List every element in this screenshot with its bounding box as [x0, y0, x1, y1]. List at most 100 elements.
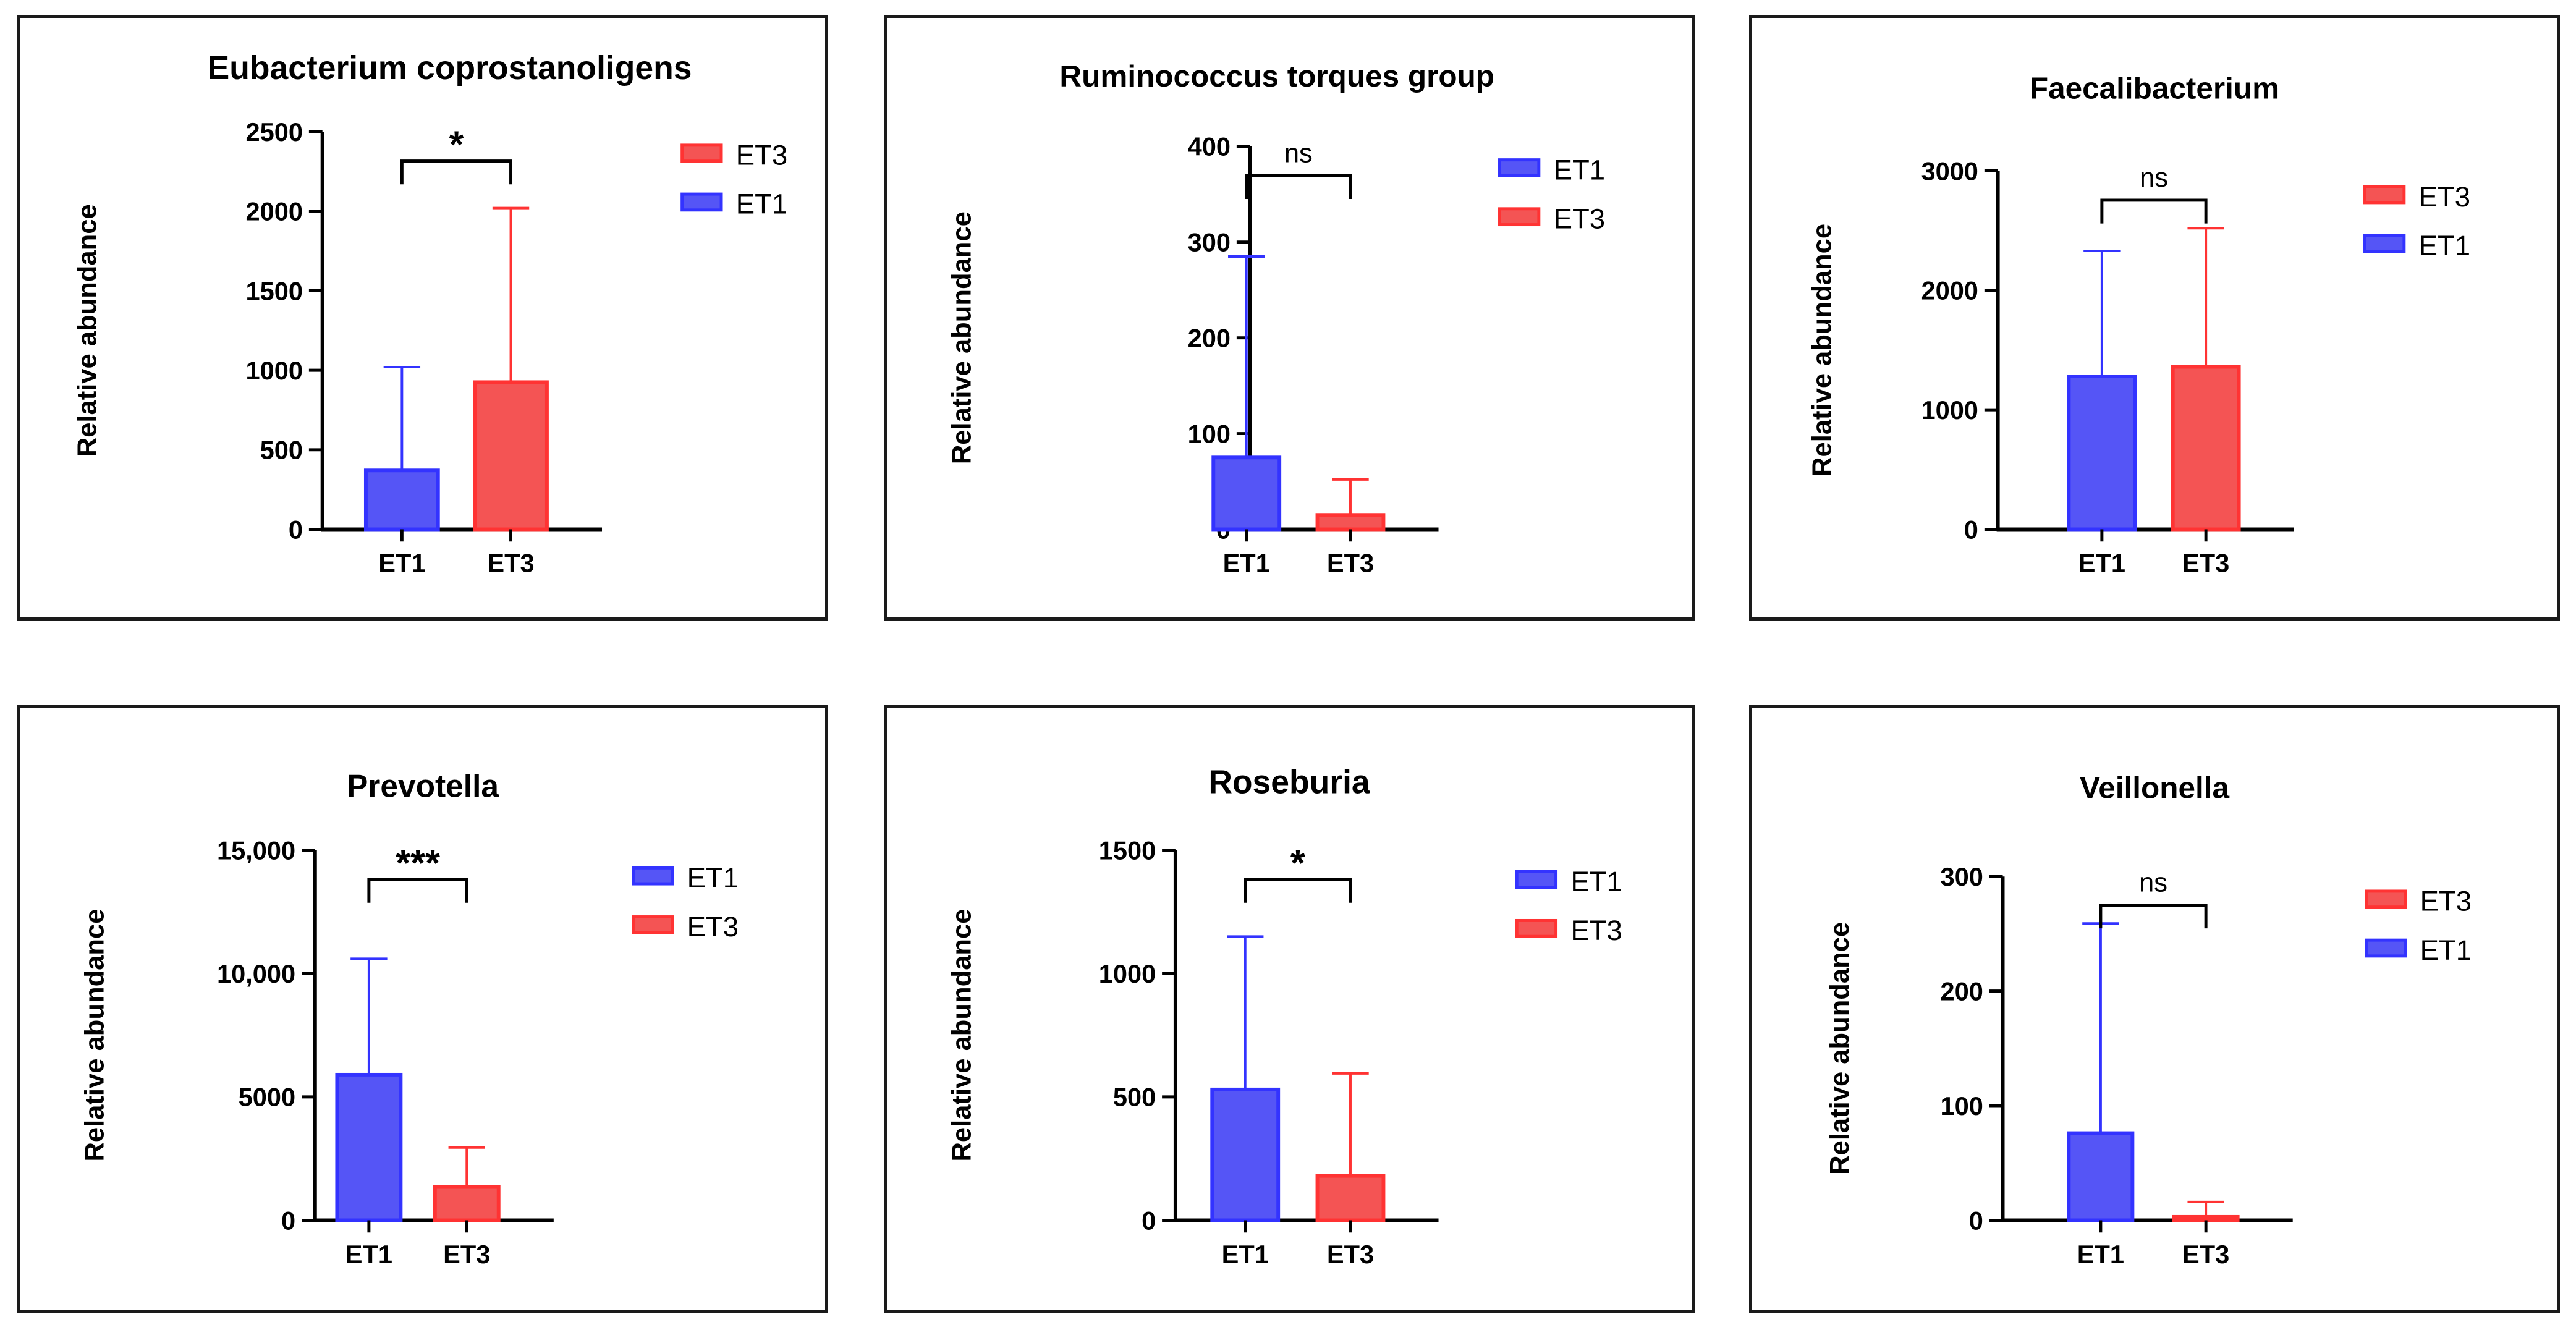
legend-label: ET1: [736, 188, 787, 220]
chart-panel: Ruminococcus torques group Relative abund…: [884, 15, 1695, 621]
chart-title: Prevotella: [347, 768, 499, 804]
x-tick-label: ET1: [1223, 549, 1270, 578]
significance-label: ns: [2140, 163, 2168, 193]
significance-label: *: [1290, 842, 1305, 884]
y-axis-label: Relative abundance: [947, 909, 977, 1162]
x-tick-label: ET3: [1327, 1240, 1374, 1269]
x-tick-label: ET1: [1222, 1240, 1269, 1269]
legend-swatch-et3: [1515, 918, 1558, 938]
chart-svg: Roseburia Relative abundance 0 500 1000 1500 E…: [947, 765, 1622, 1269]
chart-panel: Faecalibacterium Relative abundance 0 1000 2…: [1749, 15, 2560, 621]
chart-svg: Veillonella Relative abundance 0 100 200 300 E…: [1825, 771, 2472, 1269]
x-tick-label: ET1: [2078, 549, 2125, 578]
y-tick-label: 10,000: [217, 959, 295, 988]
chart-title: Veillonella: [2080, 771, 2230, 805]
y-tick-label: 1500: [1099, 836, 1156, 865]
x-tick-label: ET3: [2182, 1240, 2229, 1269]
y-axis-label: Relative abundance: [72, 204, 102, 457]
y-tick-label: 100: [1940, 1091, 1983, 1120]
bar-et1: [2067, 375, 2137, 532]
bar-et3: [433, 1185, 501, 1222]
legend-label: ET3: [2420, 886, 2472, 917]
y-tick-label: 1000: [246, 356, 303, 385]
significance-bracket: [367, 878, 468, 903]
bar-et1: [1211, 455, 1282, 532]
legend-swatch-et1: [1498, 158, 1541, 177]
chart-svg: Faecalibacterium Relative abundance 0 1000 2…: [1807, 72, 2470, 578]
legend-swatch-et1: [680, 192, 723, 212]
y-tick-label: 2500: [246, 117, 303, 146]
bar-et3: [1315, 1174, 1386, 1222]
legend-label: ET3: [2419, 181, 2470, 213]
chart-svg: Eubacterium coprostanoligens Relative abu…: [72, 50, 787, 578]
y-tick-label: 200: [1940, 976, 1983, 1006]
significance-bracket: [1245, 174, 1352, 199]
bar-et3: [2171, 365, 2241, 532]
bar-et3: [473, 380, 549, 532]
significance-label: ***: [396, 842, 440, 884]
y-tick-label: 5000: [239, 1083, 295, 1112]
legend-swatch-et1: [632, 866, 674, 886]
legend-swatch-et3: [1498, 207, 1541, 227]
legend-swatch-et3: [2365, 889, 2407, 909]
x-tick-label: ET3: [487, 549, 534, 578]
chart-panel: Veillonella Relative abundance 0 100 200 300 E…: [1749, 705, 2560, 1313]
y-tick-label: 1500: [246, 276, 303, 305]
chart-panel: Prevotella Relative abundance 0 5000 10,000 1…: [17, 705, 828, 1313]
x-tick-label: ET1: [345, 1240, 392, 1269]
chart-title: Roseburia: [1208, 765, 1371, 801]
x-tick-label: ET1: [378, 549, 425, 578]
significance-label: *: [449, 124, 464, 166]
y-tick-label: 3000: [1921, 156, 1978, 185]
bar-et1: [1210, 1087, 1281, 1222]
x-tick-label: ET3: [1327, 549, 1374, 578]
y-axis-label: Relative abundance: [80, 909, 109, 1162]
legend-label: ET1: [2420, 934, 2472, 966]
y-tick-label: 500: [260, 436, 303, 465]
bar-et3: [2172, 1214, 2240, 1222]
y-axis-label: Relative abundance: [1825, 922, 1855, 1175]
legend-label: ET3: [736, 140, 787, 171]
y-tick-label: 1000: [1099, 959, 1156, 988]
legend-label: ET3: [1570, 915, 1622, 946]
bar-et3: [1315, 513, 1386, 532]
legend-swatch-et1: [2365, 938, 2407, 958]
y-tick-label: 0: [1969, 1206, 1983, 1235]
legend-label: ET1: [2419, 230, 2470, 261]
y-axis-label: Relative abundance: [1807, 224, 1837, 477]
y-tick-label: 15,000: [217, 836, 295, 865]
legend-label: ET1: [1570, 866, 1622, 897]
chart-panel: Roseburia Relative abundance 0 500 1000 1500 E…: [884, 705, 1695, 1313]
legend-label: ET1: [687, 862, 739, 894]
chart-title: Eubacterium coprostanoligens: [208, 50, 692, 87]
legend-label: ET1: [1554, 154, 1605, 185]
y-tick-label: 2000: [1921, 276, 1978, 305]
y-tick-label: 0: [1964, 515, 1978, 544]
x-tick-label: ET1: [2077, 1240, 2124, 1269]
significance-bracket: [1244, 878, 1352, 903]
significance-bracket: [2099, 904, 2208, 929]
y-axis-label: Relative abundance: [947, 211, 977, 464]
y-tick-label: 300: [1940, 862, 1983, 891]
legend-swatch-et1: [2363, 234, 2406, 253]
chart-title: Faecalibacterium: [2030, 72, 2279, 106]
y-tick-label: 0: [289, 515, 303, 544]
y-tick-label: 2000: [246, 197, 303, 226]
legend-swatch-et3: [680, 143, 723, 163]
legend-swatch-et3: [2363, 185, 2406, 205]
bar-et1: [2067, 1131, 2135, 1222]
y-tick-label: 100: [1188, 419, 1231, 448]
legend-label: ET3: [1554, 203, 1605, 234]
x-tick-label: ET3: [443, 1240, 490, 1269]
legend-swatch-et1: [1515, 870, 1558, 889]
y-tick-label: 300: [1188, 228, 1231, 257]
y-tick-label: 500: [1113, 1083, 1156, 1112]
chart-panel: Eubacterium coprostanoligens Relative abu…: [17, 15, 828, 621]
legend-swatch-et3: [632, 915, 674, 934]
chart-svg: Ruminococcus torques group Relative abund…: [947, 59, 1605, 578]
significance-bracket: [2100, 198, 2208, 224]
significance-label: ns: [1284, 139, 1313, 169]
x-tick-label: ET3: [2182, 549, 2229, 578]
y-tick-label: 0: [281, 1206, 295, 1235]
significance-bracket: [400, 159, 513, 185]
